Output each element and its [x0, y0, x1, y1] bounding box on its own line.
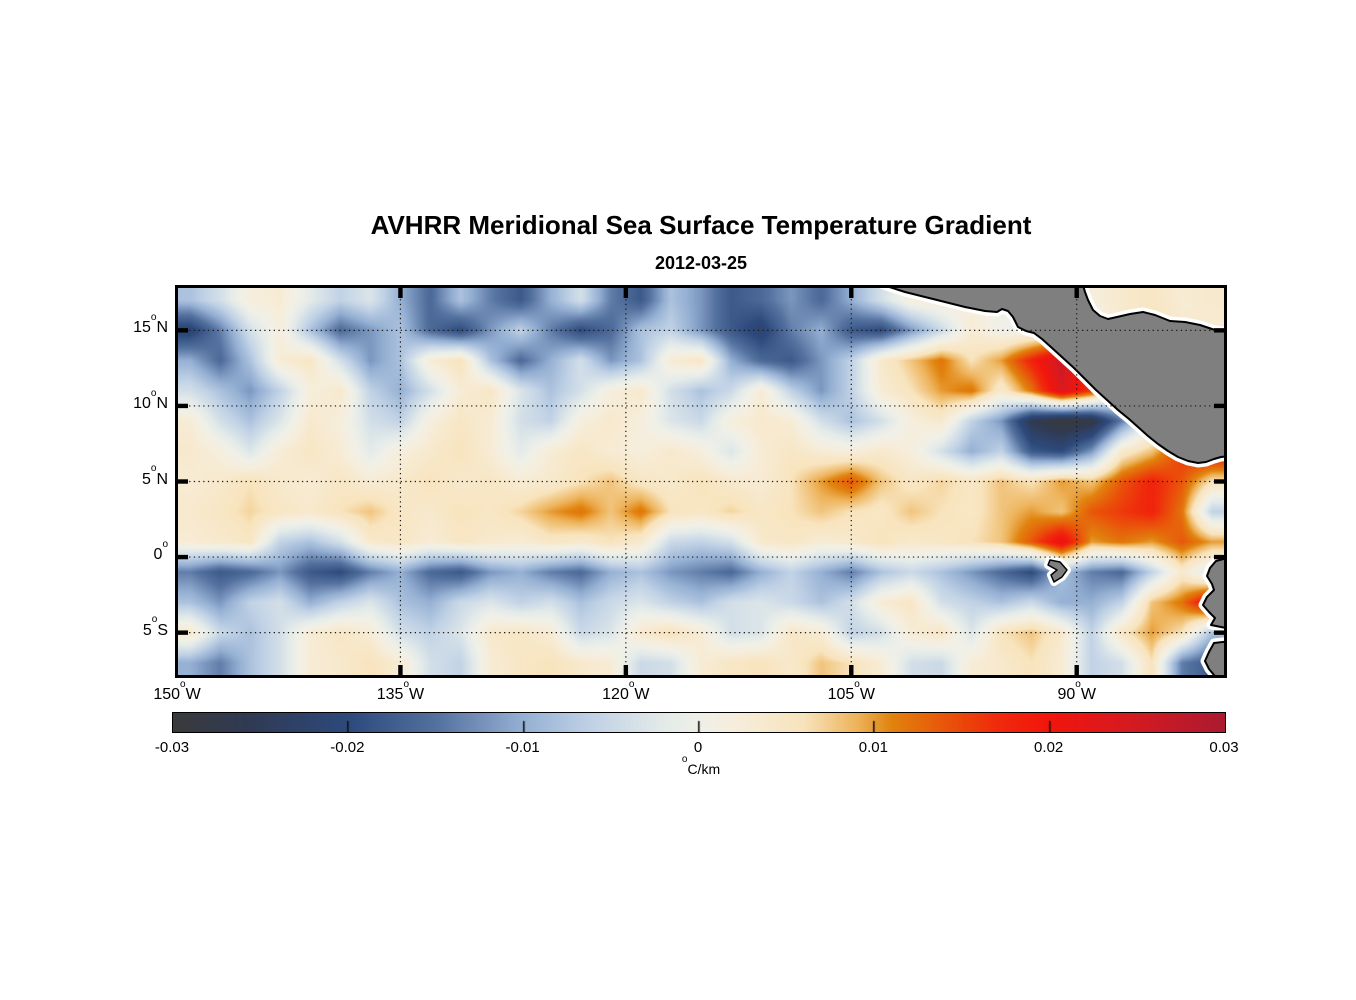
y-axis-tick: [175, 328, 188, 333]
y-tick-value: 10: [133, 394, 151, 412]
degree-symbol: o: [854, 678, 860, 690]
degree-symbol: o: [681, 754, 688, 766]
land-mass: [882, 285, 1227, 464]
x-tick-value: 90: [1057, 686, 1076, 703]
axis-frame: [175, 285, 1227, 678]
y-axis-tick-label: 0o: [153, 539, 168, 564]
x-tick-hemisphere: W: [859, 686, 875, 703]
chart-subtitle: 2012-03-25: [654, 253, 748, 273]
y-tick-hemisphere: N: [156, 470, 168, 488]
x-axis-tick-label: 120oW: [602, 679, 650, 704]
x-tick-value: 150: [153, 686, 181, 703]
y-axis-tick: [175, 479, 188, 484]
x-tick-hemisphere: W: [185, 686, 201, 703]
degree-symbol: o: [150, 312, 157, 324]
y-axis-tick: [1214, 328, 1227, 333]
y-tick-value: 5: [141, 470, 151, 488]
colorbar-unit-label: oC/km: [175, 755, 1227, 777]
x-axis-tick-label: 105oW: [827, 679, 875, 704]
y-axis-tick-label: 15oN: [133, 313, 168, 337]
x-axis-tick: [1074, 285, 1079, 298]
degree-symbol: o: [150, 387, 157, 399]
colorbar-tick-label: 0.01: [858, 739, 888, 756]
colorbar-tick-label: 0.02: [1034, 739, 1064, 756]
colorbar-tick-label: 0.03: [1209, 739, 1239, 756]
y-axis-tick: [175, 554, 188, 560]
x-axis-tick-label: 135oW: [376, 679, 425, 704]
x-tick-value: 105: [827, 686, 855, 703]
degree-symbol: o: [1075, 678, 1081, 690]
x-tick-hemisphere: W: [409, 686, 425, 703]
x-tick-hemisphere: W: [1080, 686, 1096, 703]
y-axis-tick: [1214, 403, 1227, 409]
x-tick-hemisphere: W: [634, 686, 650, 703]
y-tick-hemisphere: N: [156, 319, 168, 337]
degree-symbol: o: [151, 614, 158, 626]
x-axis-tick: [398, 285, 403, 298]
colorbar-unit-text: C/km: [687, 761, 721, 777]
x-axis-tick: [623, 665, 629, 678]
x-axis-tick-label: 150oW: [153, 679, 201, 704]
x-axis-tick: [623, 285, 629, 298]
y-tick-value: 0: [153, 546, 163, 564]
y-tick-value: 15: [133, 319, 151, 337]
degree-symbol: o: [150, 463, 157, 475]
land-mass: [1204, 640, 1227, 678]
y-axis-tick: [1214, 479, 1227, 484]
x-tick-value: 120: [602, 686, 629, 703]
x-axis-tick-label: 90oW: [1057, 679, 1096, 704]
x-tick-value: 135: [376, 686, 404, 703]
map-overlay: [175, 285, 1227, 678]
y-axis-tick: [175, 403, 188, 409]
chart-title: AVHRR Meridional Sea Surface Temperature…: [370, 210, 1032, 240]
colorbar: [172, 712, 1226, 733]
y-tick-value: 5: [142, 621, 152, 639]
x-axis-tick: [1074, 665, 1079, 678]
y-axis-tick: [1214, 630, 1227, 635]
map-plot: [175, 285, 1227, 678]
y-axis-tick: [1214, 554, 1227, 560]
degree-symbol: o: [403, 678, 409, 690]
degree-symbol: o: [180, 678, 186, 690]
galapagos-island: [1047, 559, 1068, 583]
x-axis-tick: [849, 665, 854, 678]
colorbar-tick-label: -0.01: [505, 739, 540, 756]
colorbar-tick-label: -0.03: [154, 739, 190, 756]
x-axis-tick: [849, 285, 854, 298]
colorbar-tick-label: -0.02: [330, 739, 365, 756]
land-mass: [1202, 557, 1227, 630]
y-axis-tick-label: 5oS: [142, 615, 168, 640]
y-tick-hemisphere: N: [156, 394, 168, 412]
y-axis-tick: [175, 630, 188, 635]
y-axis-tick-label: 5oN: [141, 464, 168, 489]
degree-symbol: o: [162, 538, 168, 550]
colorbar-gradient: [173, 713, 1225, 732]
x-axis-tick: [398, 665, 403, 678]
y-tick-hemisphere: S: [157, 621, 168, 639]
y-axis-tick-label: 10oN: [133, 388, 168, 413]
degree-symbol: o: [628, 678, 635, 690]
colorbar-tick-label: 0: [693, 739, 703, 756]
